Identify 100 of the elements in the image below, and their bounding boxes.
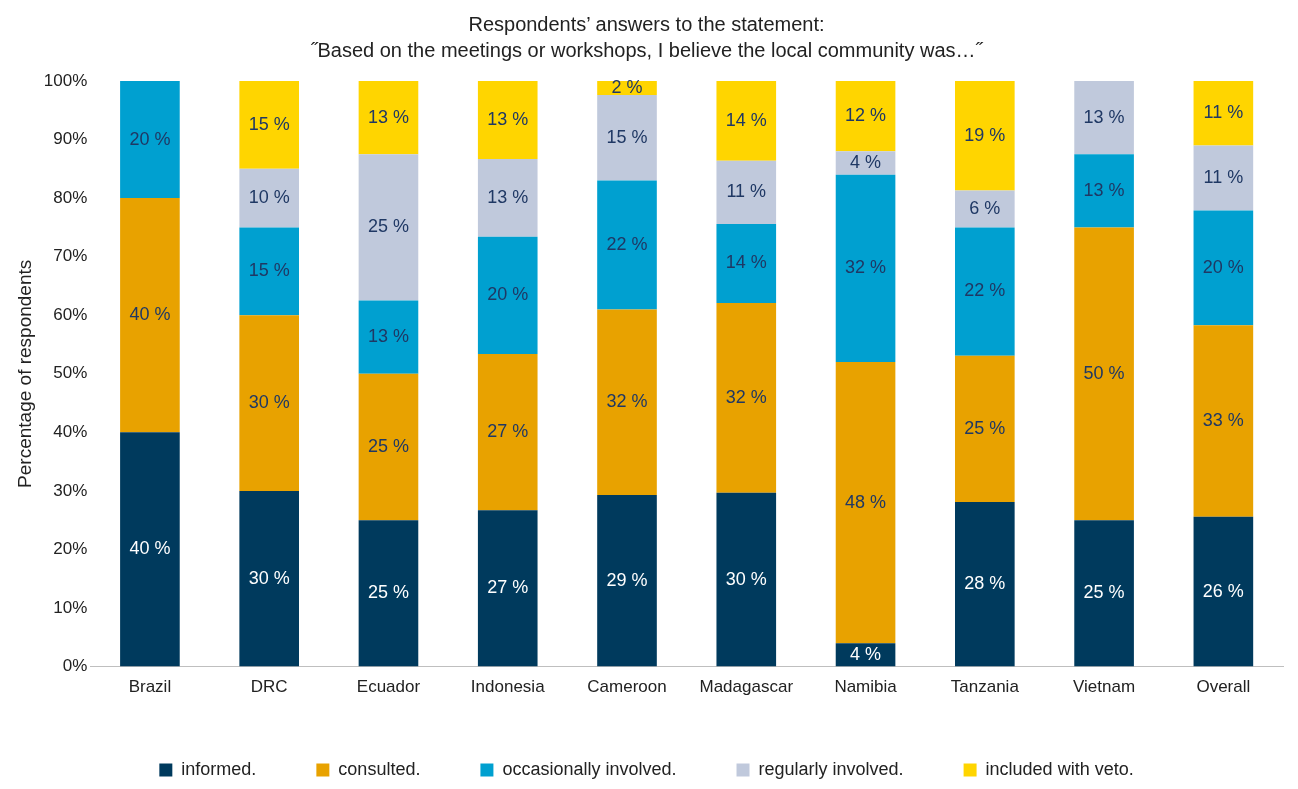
y-tick-label: 80% [53,187,88,207]
bar [120,198,180,433]
data-label: 15 % [248,260,290,281]
bar [477,510,538,667]
bar [239,490,300,667]
data-label: 13 % [487,186,529,207]
data-label: 22 % [964,280,1006,301]
data-label: 27 % [487,421,529,442]
legend-label: included with veto. [985,758,1134,779]
y-axis-title: Percentage of respondents [13,259,35,488]
data-label: 25 % [367,435,409,456]
data-label: 13 % [367,106,409,127]
data-label: 15 % [248,113,290,134]
bar [716,302,777,493]
bar [955,355,1015,503]
bar [716,81,777,161]
data-label: 13 % [487,108,529,129]
data-label: 28 % [964,573,1006,594]
data-label: 14 % [725,109,767,130]
bar [1193,81,1254,146]
bar [835,362,896,644]
data-label: 13 % [1083,179,1125,200]
data-label: 20 % [129,128,171,149]
y-tick-label: 90% [53,129,88,149]
y-tick-label: 70% [53,246,88,266]
data-label: 2 % [611,77,643,97]
data-label: 19 % [964,124,1006,145]
data-label: 6 % [969,197,1001,218]
bar [835,174,896,363]
x-tick-label: Overall [1196,677,1251,697]
bar [120,81,180,199]
data-label: 4 % [850,643,882,664]
bar [477,81,538,159]
y-tick-label: 50% [53,363,88,383]
bar [358,81,419,155]
bar [358,300,419,374]
data-label: 32 % [725,386,767,407]
data-label: 12 % [845,105,887,126]
data-label: 33 % [1202,409,1244,430]
bar [597,309,657,496]
x-tick-label: DRC [250,677,288,697]
bar [835,81,896,152]
data-label: 11 % [1203,102,1244,123]
bar [955,502,1015,667]
data-label: 29 % [606,569,648,590]
data-label: 30 % [725,568,767,589]
bar [1074,154,1134,228]
bar [597,495,657,667]
bar [477,353,538,511]
bar [239,315,300,491]
data-label: 10 % [248,187,290,208]
bar [716,492,777,667]
bar [358,154,419,301]
legend-label: occasionally involved. [502,758,677,779]
bar [716,160,777,224]
data-label: 32 % [606,391,648,412]
data-label: 25 % [367,216,409,237]
bar [239,227,300,316]
data-label: 25 % [1083,582,1125,603]
data-label: 25 % [964,417,1006,438]
x-tick-label: Indonesia [470,677,546,697]
data-label: 32 % [845,257,887,278]
bar [1074,227,1134,521]
data-label: 30 % [248,392,290,413]
data-label: 22 % [606,233,648,254]
bar [955,81,1015,191]
legend-label: informed. [181,758,257,779]
y-tick-label: 10% [53,597,88,617]
data-label: 14 % [725,252,767,273]
data-label: 50 % [1083,362,1125,383]
x-tick-label: Ecuador [356,677,421,697]
chart-subtitle: ˝Based on the meetings or workshops, I believe the local community was…˝ [310,38,984,61]
data-label: 13 % [1083,106,1125,127]
y-tick-label: 60% [53,304,88,324]
data-label: 11 % [1203,166,1244,187]
data-label: 20 % [487,284,529,305]
bar [477,236,538,354]
data-label: 30 % [248,567,290,588]
data-label: 25 % [367,582,409,603]
y-tick-label: 20% [53,539,88,559]
x-tick-label: Tanzania [950,677,1020,697]
legend-label: regularly involved. [758,758,904,779]
data-label: 40 % [129,538,171,559]
data-label: 20 % [1202,256,1244,277]
data-label: 48 % [845,491,887,512]
data-label: 27 % [487,577,529,598]
y-tick-label: 0% [62,656,88,676]
bar [1193,325,1254,517]
y-tick-label: 30% [53,480,88,500]
bar [597,180,657,310]
bar [955,227,1015,356]
bar [358,373,419,521]
bar [120,432,180,667]
x-tick-label: Vietnam [1073,677,1136,697]
bar [239,81,300,169]
bar [597,95,657,181]
bar [1193,210,1254,326]
bar [1074,520,1134,667]
data-label: 11 % [726,181,767,202]
bar [1193,516,1254,667]
